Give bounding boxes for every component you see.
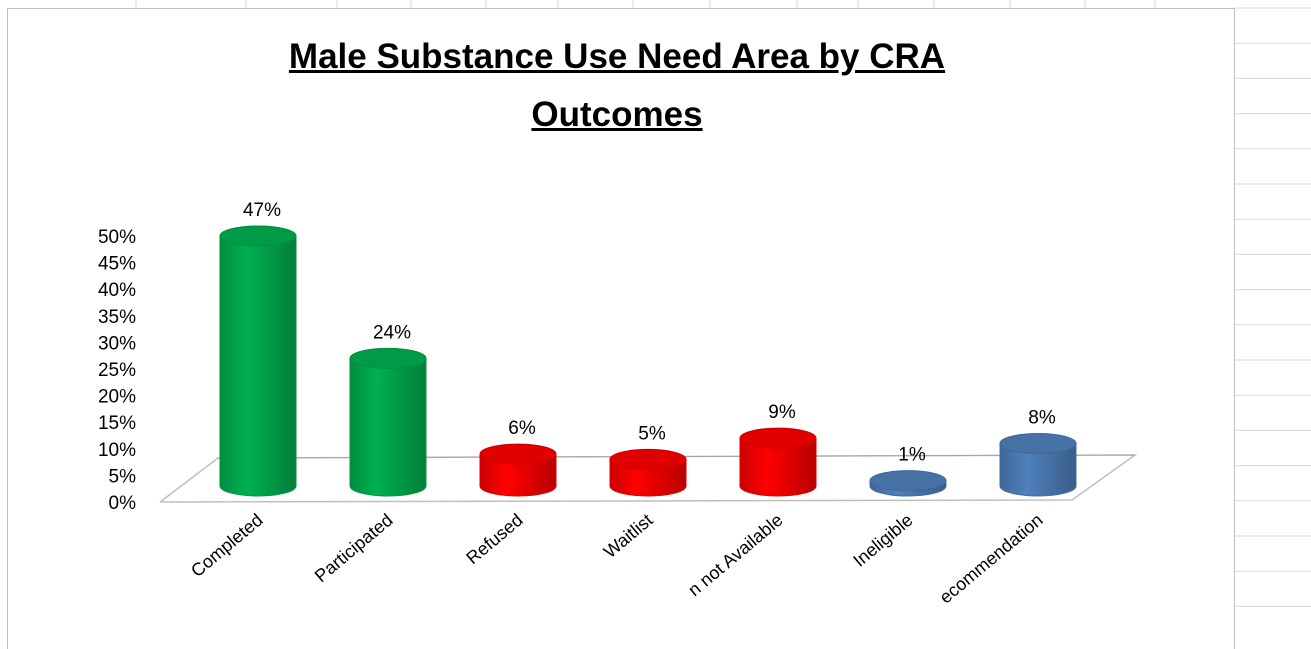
x-category-label: n not Available xyxy=(684,510,786,600)
y-tick-label: 10% xyxy=(98,440,136,461)
data-label: 9% xyxy=(768,402,796,423)
y-tick-label: 40% xyxy=(98,280,136,301)
bar-body xyxy=(349,357,427,497)
y-tick-label: 15% xyxy=(98,413,136,434)
bar-refused[interactable] xyxy=(479,443,557,497)
y-tick-label: 5% xyxy=(109,466,137,487)
bar-completed[interactable] xyxy=(219,225,297,497)
bar-waitlist[interactable] xyxy=(609,448,687,497)
bar-top xyxy=(349,347,427,369)
bar-top xyxy=(609,448,687,470)
bar-ecommendation[interactable] xyxy=(999,432,1077,497)
bar-body xyxy=(219,235,297,497)
chart-area[interactable] xyxy=(7,8,1235,649)
bar-body xyxy=(739,437,817,497)
data-label: 47% xyxy=(243,200,281,221)
bar-top xyxy=(999,432,1077,454)
bar-n-not-available[interactable] xyxy=(739,427,817,497)
bar-body xyxy=(999,442,1077,497)
data-label: 5% xyxy=(638,423,666,444)
y-tick-label: 25% xyxy=(98,360,136,381)
x-category-label: Ineligible xyxy=(849,510,916,571)
bar-top xyxy=(479,443,557,465)
data-label: 6% xyxy=(508,418,536,439)
x-category-label: Completed xyxy=(187,510,267,581)
bar-body xyxy=(479,453,557,497)
y-tick-label: 35% xyxy=(98,307,136,328)
x-category-label: Waitlist xyxy=(600,510,657,562)
x-category-label: Refused xyxy=(462,510,526,568)
x-category-label: ecommendation xyxy=(936,510,1047,608)
y-tick-label: 50% xyxy=(98,227,136,248)
data-label: 24% xyxy=(373,322,411,343)
bar-ineligible[interactable] xyxy=(869,470,947,497)
chart-title: Male Substance Use Need Area by CRA Outc… xyxy=(0,28,1234,144)
x-category-label: Participated xyxy=(311,510,397,586)
bar-top xyxy=(739,427,817,449)
bar-top xyxy=(219,225,297,247)
y-tick-label: 20% xyxy=(98,387,136,408)
data-label: 8% xyxy=(1028,407,1056,428)
chart-title-line-2: Outcomes xyxy=(531,95,703,134)
data-label: 1% xyxy=(898,445,926,466)
y-tick-label: 0% xyxy=(109,493,137,514)
bar-participated[interactable] xyxy=(349,347,427,497)
y-tick-label: 45% xyxy=(98,254,136,275)
y-tick-label: 30% xyxy=(98,333,136,354)
chart-title-line-1: Male Substance Use Need Area by CRA xyxy=(288,37,946,76)
bar-top xyxy=(869,470,947,492)
